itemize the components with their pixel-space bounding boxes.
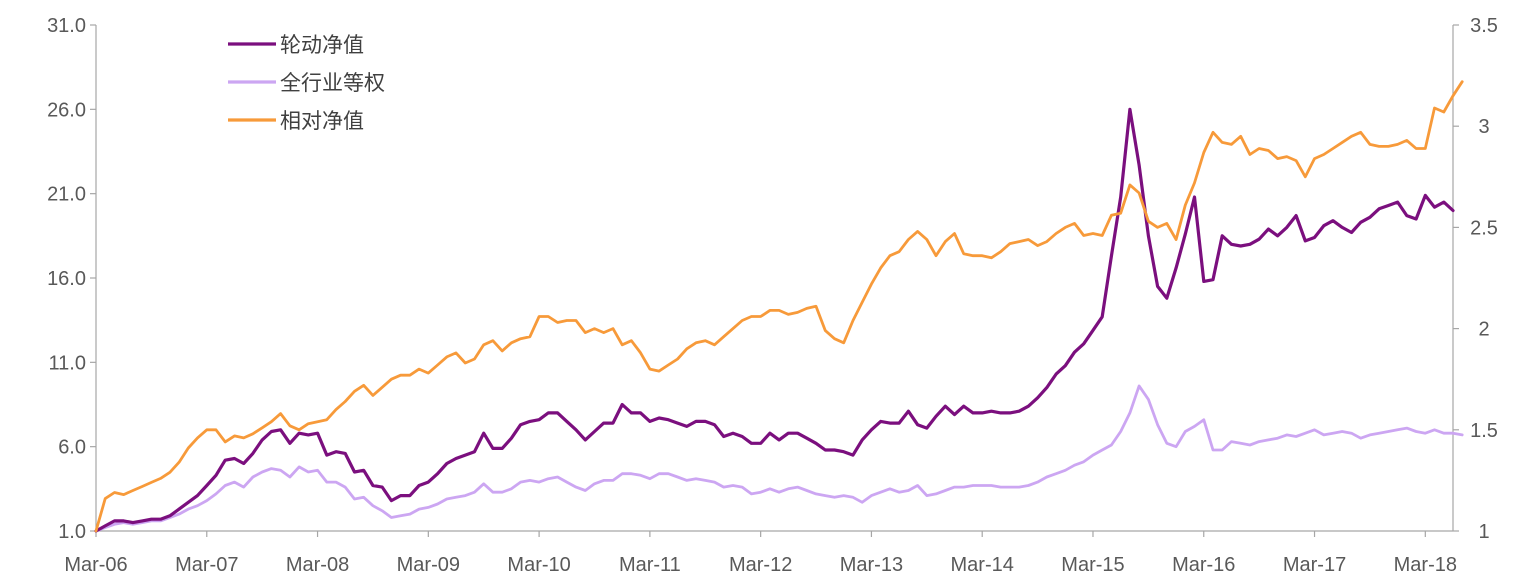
series-line-1 (94, 107, 1455, 533)
y-tick-label: 11.0 (49, 352, 86, 374)
series-line-3 (94, 80, 1464, 533)
y2-tick-label: 3.5 (1470, 15, 1498, 37)
x-tick-label: Mar-14 (951, 554, 1014, 576)
x-tick-label: Mar-16 (1172, 554, 1235, 576)
x-tick-label: Mar-08 (286, 554, 349, 576)
x-tick-label: Mar-11 (619, 554, 681, 576)
y2-tick-label: 3 (1478, 116, 1489, 138)
x-tick-label: Mar-17 (1283, 554, 1346, 576)
x-tick-label: Mar-12 (729, 554, 792, 576)
y-tick-label: 21.0 (47, 184, 86, 206)
y-tick-label: 1.0 (58, 521, 86, 543)
y-tick-label: 26.0 (47, 99, 86, 121)
y2-tick-label: 1 (1478, 521, 1489, 543)
series-line-2 (94, 384, 1464, 533)
y-tick-label: 16.0 (47, 268, 86, 290)
y-tick-label: 6.0 (58, 437, 86, 459)
y2-tick-label: 2 (1478, 319, 1489, 341)
x-tick-label: Mar-15 (1061, 554, 1124, 576)
legend-label: 轮动净值 (280, 33, 364, 57)
legend-label: 相对净值 (280, 109, 364, 133)
y2-tick-label: 1.5 (1470, 420, 1498, 442)
x-tick-label: Mar-10 (507, 554, 570, 576)
x-tick-label: Mar-18 (1394, 554, 1457, 576)
x-tick-label: Mar-07 (175, 554, 238, 576)
legend-label: 全行业等权 (280, 71, 385, 95)
x-tick-label: Mar-06 (64, 554, 127, 576)
x-tick-label: Mar-09 (397, 554, 460, 576)
y2-tick-label: 2.5 (1470, 217, 1498, 239)
y-tick-label: 31.0 (47, 15, 86, 37)
x-tick-label: Mar-13 (840, 554, 903, 576)
